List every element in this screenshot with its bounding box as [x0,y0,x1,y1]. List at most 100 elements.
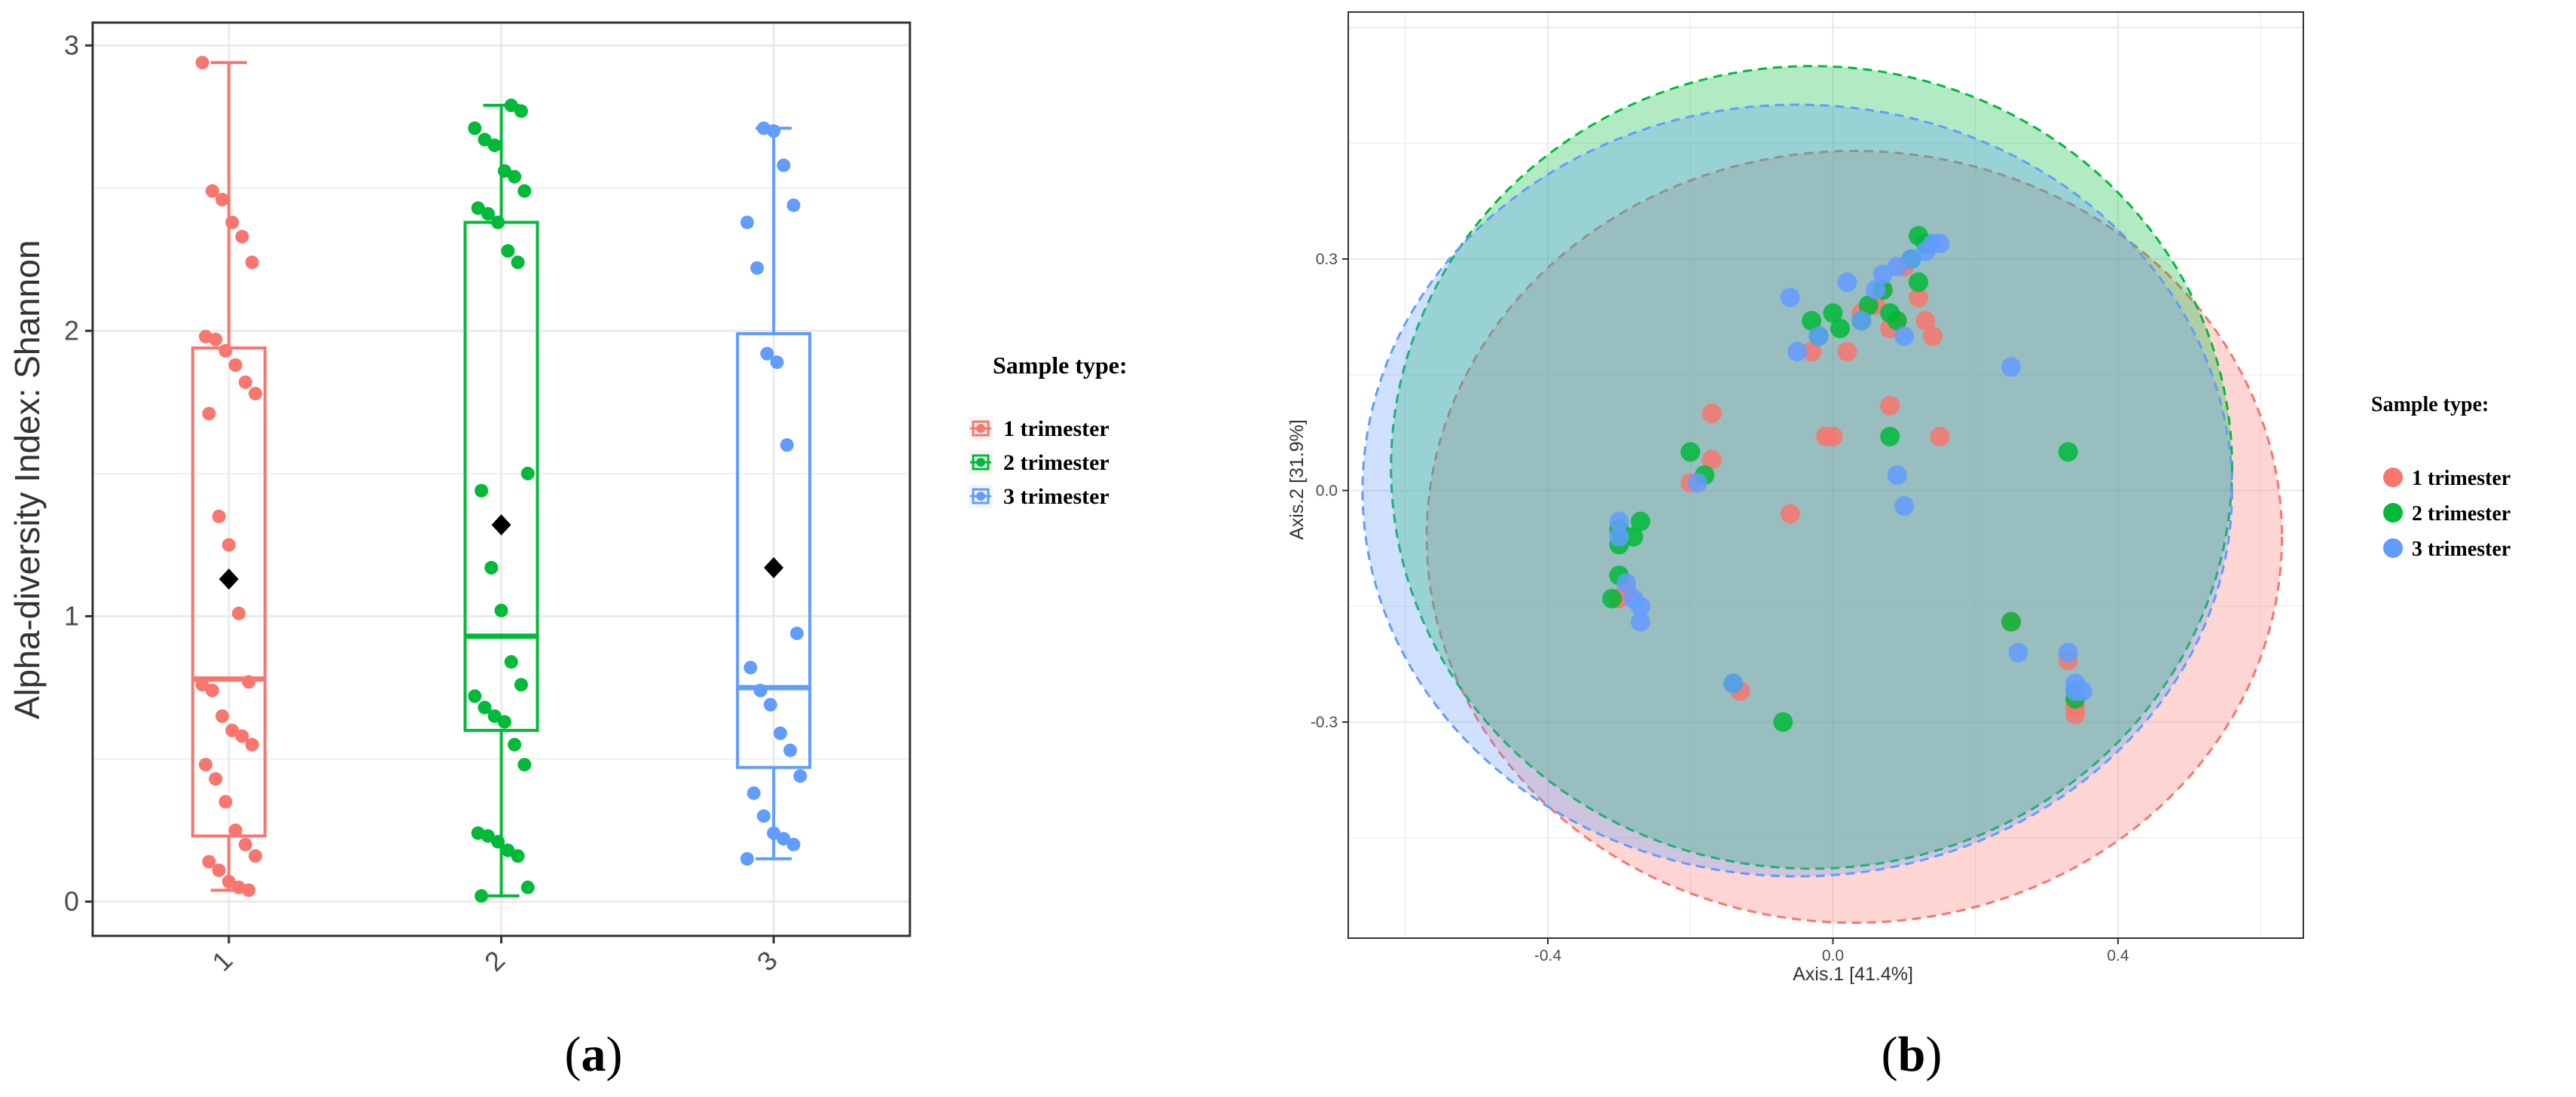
data-point [1630,596,1650,617]
data-point [1609,511,1629,532]
data-point [1687,473,1708,493]
data-point [1930,233,1950,254]
data-point [1802,311,1822,331]
data-point [221,874,236,888]
legend-label: 1 trimester [2412,467,2510,490]
confidence-ellipse-3 [1361,103,2233,878]
panel-a-legend-title: Sample type: [993,352,1128,379]
data-point [1837,342,1857,361]
data-point [1837,272,1857,292]
legend-label: 2 trimester [2412,502,2510,526]
data-point [1909,272,1929,292]
data-point [1609,527,1629,547]
data-point [1922,326,1943,346]
data-point [508,169,522,184]
data-point [2008,642,2028,663]
data-point [501,244,515,258]
data-point [1623,527,1644,547]
panel-a-points [195,56,807,903]
data-point [1702,404,1722,423]
data-point [245,255,259,270]
legend-key-dot [976,458,985,467]
data-point [481,206,495,221]
data-point [484,561,499,575]
data-point [1808,326,1829,346]
mean-marker [491,514,511,536]
data-point [786,837,801,852]
data-point [497,715,511,729]
y-tick-label: 2 [64,315,79,346]
data-point [202,407,216,421]
data-point [497,164,511,178]
panel-b-points [1602,226,2092,732]
data-point [468,689,482,703]
data-point [1930,426,1950,446]
confidence-ellipse-1 [1425,150,2284,924]
data-point [763,697,777,712]
data-point [1894,496,1915,516]
data-point [520,466,535,480]
data-point [777,158,791,172]
y-tick-label: 3 [64,29,79,60]
data-point [773,726,787,740]
data-point [770,355,784,370]
panel-b-label-letter: b [1898,1027,1926,1082]
legend-key-box [972,454,990,471]
data-point [225,215,240,230]
data-point [225,724,240,738]
data-point [1680,442,1701,462]
legend-key-dot [2383,503,2403,523]
data-point [517,184,532,198]
legend-key-dot [2383,468,2403,487]
data-point [228,823,243,837]
mean-marker [218,568,239,590]
data-point [780,438,794,453]
data-point [242,883,256,897]
legend-key-box [972,420,990,437]
data-point [235,230,249,244]
data-point [195,56,209,70]
data-point [750,261,765,275]
panel-b-frame [1348,11,2304,939]
data-point [215,709,230,724]
panel-a-boxes [191,61,812,897]
panel-a-label-letter: a [581,1027,606,1082]
data-point [245,738,259,752]
data-point [2058,642,2078,663]
data-point [212,863,226,877]
data-point [475,483,489,498]
data-point [228,358,243,372]
data-point [475,888,489,903]
data-point [740,852,754,866]
data-point [218,343,233,358]
panel-a-y-ticks: 0 1 2 3 [64,29,93,917]
y-tick-label: 1 [64,600,79,631]
data-point [205,184,219,198]
data-point [520,880,535,894]
data-point [478,700,492,715]
data-point [218,794,233,809]
data-point [508,738,522,752]
data-point [740,215,754,230]
panel-a-label: (a) [565,1027,623,1082]
data-point [783,743,798,757]
data-point [2001,357,2022,377]
x-tick-label: 0.0 [1822,947,1844,964]
data-point [238,837,252,852]
data-point [491,215,505,230]
data-point [1823,303,1843,323]
data-point [514,678,528,692]
data-point [209,772,223,786]
data-point [746,786,761,800]
data-point [494,603,508,617]
y-tick-label: 0 [64,886,79,917]
panel-b-label: (b) [1882,1027,1943,1082]
data-point [491,834,505,849]
data-point [249,386,263,401]
data-point [501,843,515,858]
data-point [1915,311,1936,331]
data-point [199,757,213,772]
data-point [471,201,485,215]
panel-b-x-ticks: -0.4 0.0 0.4 [1534,938,2129,964]
data-point [793,769,807,783]
